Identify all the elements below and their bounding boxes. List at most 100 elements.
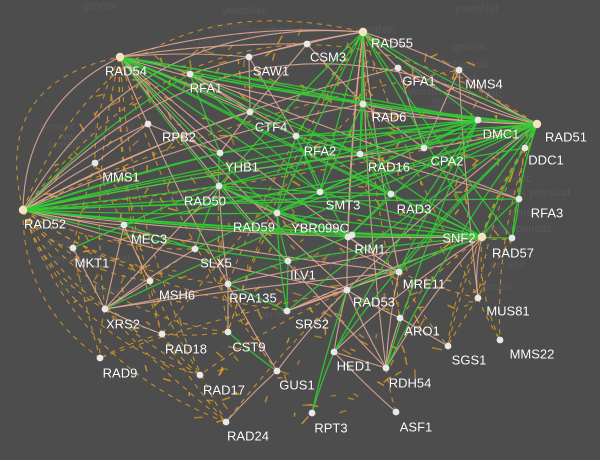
- graph-node[interactable]: [215, 182, 223, 190]
- graph-node[interactable]: [303, 40, 311, 48]
- graph-node[interactable]: [96, 354, 104, 362]
- graph-node[interactable]: [158, 330, 166, 338]
- graph-node-label: GUS1: [279, 377, 314, 392]
- graph-node[interactable]: [224, 280, 232, 288]
- graph-node[interactable]: [18, 205, 28, 215]
- graph-node[interactable]: [532, 119, 542, 129]
- graph-node[interactable]: [144, 120, 152, 128]
- network-edge: [99, 308, 106, 359]
- graph-node[interactable]: [444, 342, 452, 350]
- graph-node[interactable]: [216, 149, 224, 157]
- graph-node[interactable]: [508, 234, 516, 242]
- graph-node[interactable]: [474, 294, 482, 302]
- graph-node[interactable]: [515, 195, 523, 203]
- graph-node[interactable]: [396, 314, 404, 322]
- network-edge: [22, 209, 101, 359]
- graph-node[interactable]: [186, 70, 194, 78]
- network-edge: [161, 331, 229, 336]
- network-edge: [118, 56, 163, 335]
- graph-node-label: RAD24: [227, 428, 269, 443]
- graph-node[interactable]: [191, 245, 199, 253]
- background-dash: [347, 397, 354, 401]
- watermark-label: genetic: [40, 121, 76, 133]
- graph-node[interactable]: [356, 150, 364, 158]
- network-edge: [346, 236, 483, 291]
- graph-node[interactable]: [316, 188, 324, 196]
- graph-node[interactable]: [521, 144, 529, 152]
- network-edge: [123, 185, 220, 226]
- background-dash: [130, 325, 139, 333]
- graph-node[interactable]: [392, 408, 400, 416]
- graph-node[interactable]: [387, 190, 395, 198]
- graph-node[interactable]: [420, 144, 428, 152]
- graph-node[interactable]: [115, 52, 125, 62]
- background-dash: [425, 276, 428, 283]
- graph-node[interactable]: [343, 286, 351, 294]
- background-dash: [109, 100, 120, 107]
- background-dash: [275, 300, 283, 306]
- network-edge: [319, 123, 538, 193]
- graph-node[interactable]: [224, 328, 232, 336]
- graph-node[interactable]: [284, 257, 292, 265]
- graph-node[interactable]: [196, 371, 204, 379]
- watermark-label: yeastNet: [455, 3, 498, 15]
- background-dash: [220, 240, 223, 250]
- network-edge: [189, 73, 251, 113]
- network-edge: [22, 123, 149, 211]
- network-edge: [347, 236, 400, 273]
- network-edge: [447, 297, 479, 347]
- graph-node[interactable]: [273, 209, 281, 217]
- graph-node-label: RPA135: [229, 290, 276, 305]
- graph-node[interactable]: [273, 367, 281, 375]
- graph-node[interactable]: [101, 305, 109, 313]
- network-edge: [22, 123, 538, 211]
- graph-node[interactable]: [292, 132, 300, 140]
- graph-node[interactable]: [496, 336, 504, 344]
- graph-node[interactable]: [395, 268, 403, 276]
- background-dash: [289, 244, 296, 250]
- graph-node[interactable]: [477, 232, 487, 242]
- graph-node[interactable]: [394, 64, 402, 72]
- network-edge: [295, 31, 364, 137]
- network-edge: [319, 191, 483, 238]
- background-dash: [242, 59, 246, 68]
- graph-node-label: RAD57: [492, 245, 534, 260]
- network-edge: [276, 289, 348, 372]
- graph-node[interactable]: [330, 348, 338, 356]
- background-dash: [236, 163, 246, 168]
- graph-node[interactable]: [474, 116, 482, 124]
- network-edge: [161, 333, 227, 423]
- network-edge: [227, 283, 278, 372]
- background-dash: [112, 238, 121, 242]
- graph-node[interactable]: [69, 244, 77, 252]
- graph-node[interactable]: [455, 66, 463, 74]
- graph-node[interactable]: [344, 233, 352, 241]
- network-edge: [161, 103, 364, 335]
- graph-node[interactable]: [146, 277, 154, 285]
- graph-node[interactable]: [222, 418, 230, 426]
- graph-node[interactable]: [246, 108, 254, 116]
- node-layer[interactable]: [18, 27, 542, 426]
- graph-node[interactable]: [358, 27, 368, 37]
- graph-node[interactable]: [120, 221, 128, 229]
- network-edge: [189, 73, 479, 121]
- graph-node-label: MUS81: [486, 303, 529, 318]
- background-dash: [93, 110, 99, 117]
- graph-node[interactable]: [359, 100, 367, 108]
- graph-node[interactable]: [245, 53, 253, 61]
- network-edge: [480, 236, 501, 341]
- watermark-label: yeastNet: [352, 24, 395, 36]
- background-dash: [451, 72, 455, 81]
- network-edge: [99, 333, 163, 359]
- network-edge: [219, 119, 479, 154]
- background-dash: [453, 193, 459, 203]
- graph-node[interactable]: [283, 307, 291, 315]
- graph-node[interactable]: [382, 364, 390, 372]
- graph-node-label: RAD52: [24, 216, 66, 231]
- graph-node[interactable]: [91, 159, 99, 167]
- graph-node[interactable]: [308, 409, 316, 417]
- graph-node-label: DMC1: [483, 126, 520, 141]
- network-edge: [99, 289, 348, 359]
